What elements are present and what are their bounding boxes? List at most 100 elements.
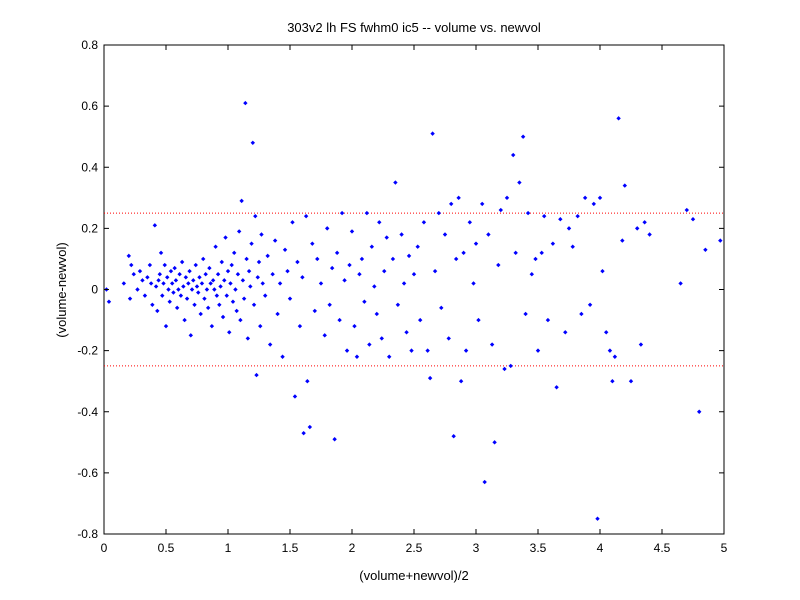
data-point [480,201,485,207]
data-point [176,287,181,292]
data-point [179,259,185,265]
data-point [203,272,208,277]
data-point [213,244,218,249]
data-point [367,342,372,347]
data-point [214,293,220,298]
data-point [182,317,187,323]
data-point [703,247,708,252]
data-point [364,210,370,216]
data-point [582,195,588,201]
data-point [325,226,330,231]
data-point [307,424,313,430]
data-point [199,281,205,286]
x-tick-label: 5 [721,541,728,555]
data-point [566,226,572,231]
data-point [409,348,414,353]
data-point [191,278,196,283]
data-point [245,336,251,341]
data-point [189,287,195,292]
data-point [329,265,335,271]
data-point [310,241,315,246]
data-point [453,256,459,262]
data-point [157,272,162,277]
data-point [539,250,544,256]
data-point [150,302,155,307]
data-point [292,394,298,399]
data-point [251,302,257,307]
data-point [140,278,145,283]
data-point [215,272,221,277]
data-point [277,281,283,286]
data-point [390,256,396,262]
data-point [148,281,154,286]
data-point [327,302,332,307]
data-point [222,278,227,283]
data-point [285,268,290,274]
y-axis-ticks: -0.8 -0.6 -0.4 -0.2 0 0.2 0.4 0.6 0.8 [77,38,724,541]
data-point [554,385,559,390]
data-point [523,311,528,317]
data-point [449,201,454,207]
data-point [259,232,264,237]
data-point [312,308,317,314]
data-point [439,305,444,311]
data-point [579,311,584,317]
data-point [379,336,384,341]
data-point [525,210,531,216]
data-point [322,333,327,338]
data-point [354,354,360,359]
data-point [344,348,350,353]
data-point [401,281,407,286]
data-point [638,342,644,347]
data-point [210,278,216,283]
data-point [395,302,401,307]
y-axis-label: (volume-newvol) [54,242,69,337]
data-point [193,262,198,268]
data-point [628,378,634,384]
data-point [461,250,466,256]
data-point [258,323,263,329]
data-point [411,272,417,277]
y-tick-label: -0.2 [77,344,98,358]
y-tick-label: 0.4 [81,160,98,174]
data-point [234,308,239,314]
data-point [418,317,423,323]
data-point [142,293,148,298]
y-tick-label: 0 [91,283,98,297]
x-tick-label: 4 [597,541,604,555]
data-point [265,253,270,259]
x-tick-label: 4.5 [654,541,671,555]
data-point [152,223,158,228]
data-point [153,284,159,289]
data-point [520,134,526,139]
data-point [280,354,285,359]
data-point [451,434,456,439]
data-point [382,268,387,274]
data-point [168,268,174,274]
data-point [359,256,365,262]
data-point [181,284,186,289]
data-point [372,284,377,289]
data-point [212,287,217,292]
data-point [270,272,275,277]
data-point [575,213,580,219]
data-point [550,241,556,246]
data-point [607,348,613,353]
data-point [126,253,131,259]
x-axis-label: (volume+newvol)/2 [359,568,468,583]
data-point [240,278,246,283]
data-point [473,241,479,246]
x-tick-label: 1 [225,541,232,555]
data-point [558,217,563,222]
data-point [198,311,203,317]
data-point [300,275,305,280]
data-point [463,348,469,353]
data-point [220,314,226,320]
data-point [535,348,541,353]
x-tick-label: 0 [101,541,108,555]
data-point [430,131,435,136]
data-point [387,354,392,359]
data-point [224,293,229,298]
data-point [170,281,175,286]
